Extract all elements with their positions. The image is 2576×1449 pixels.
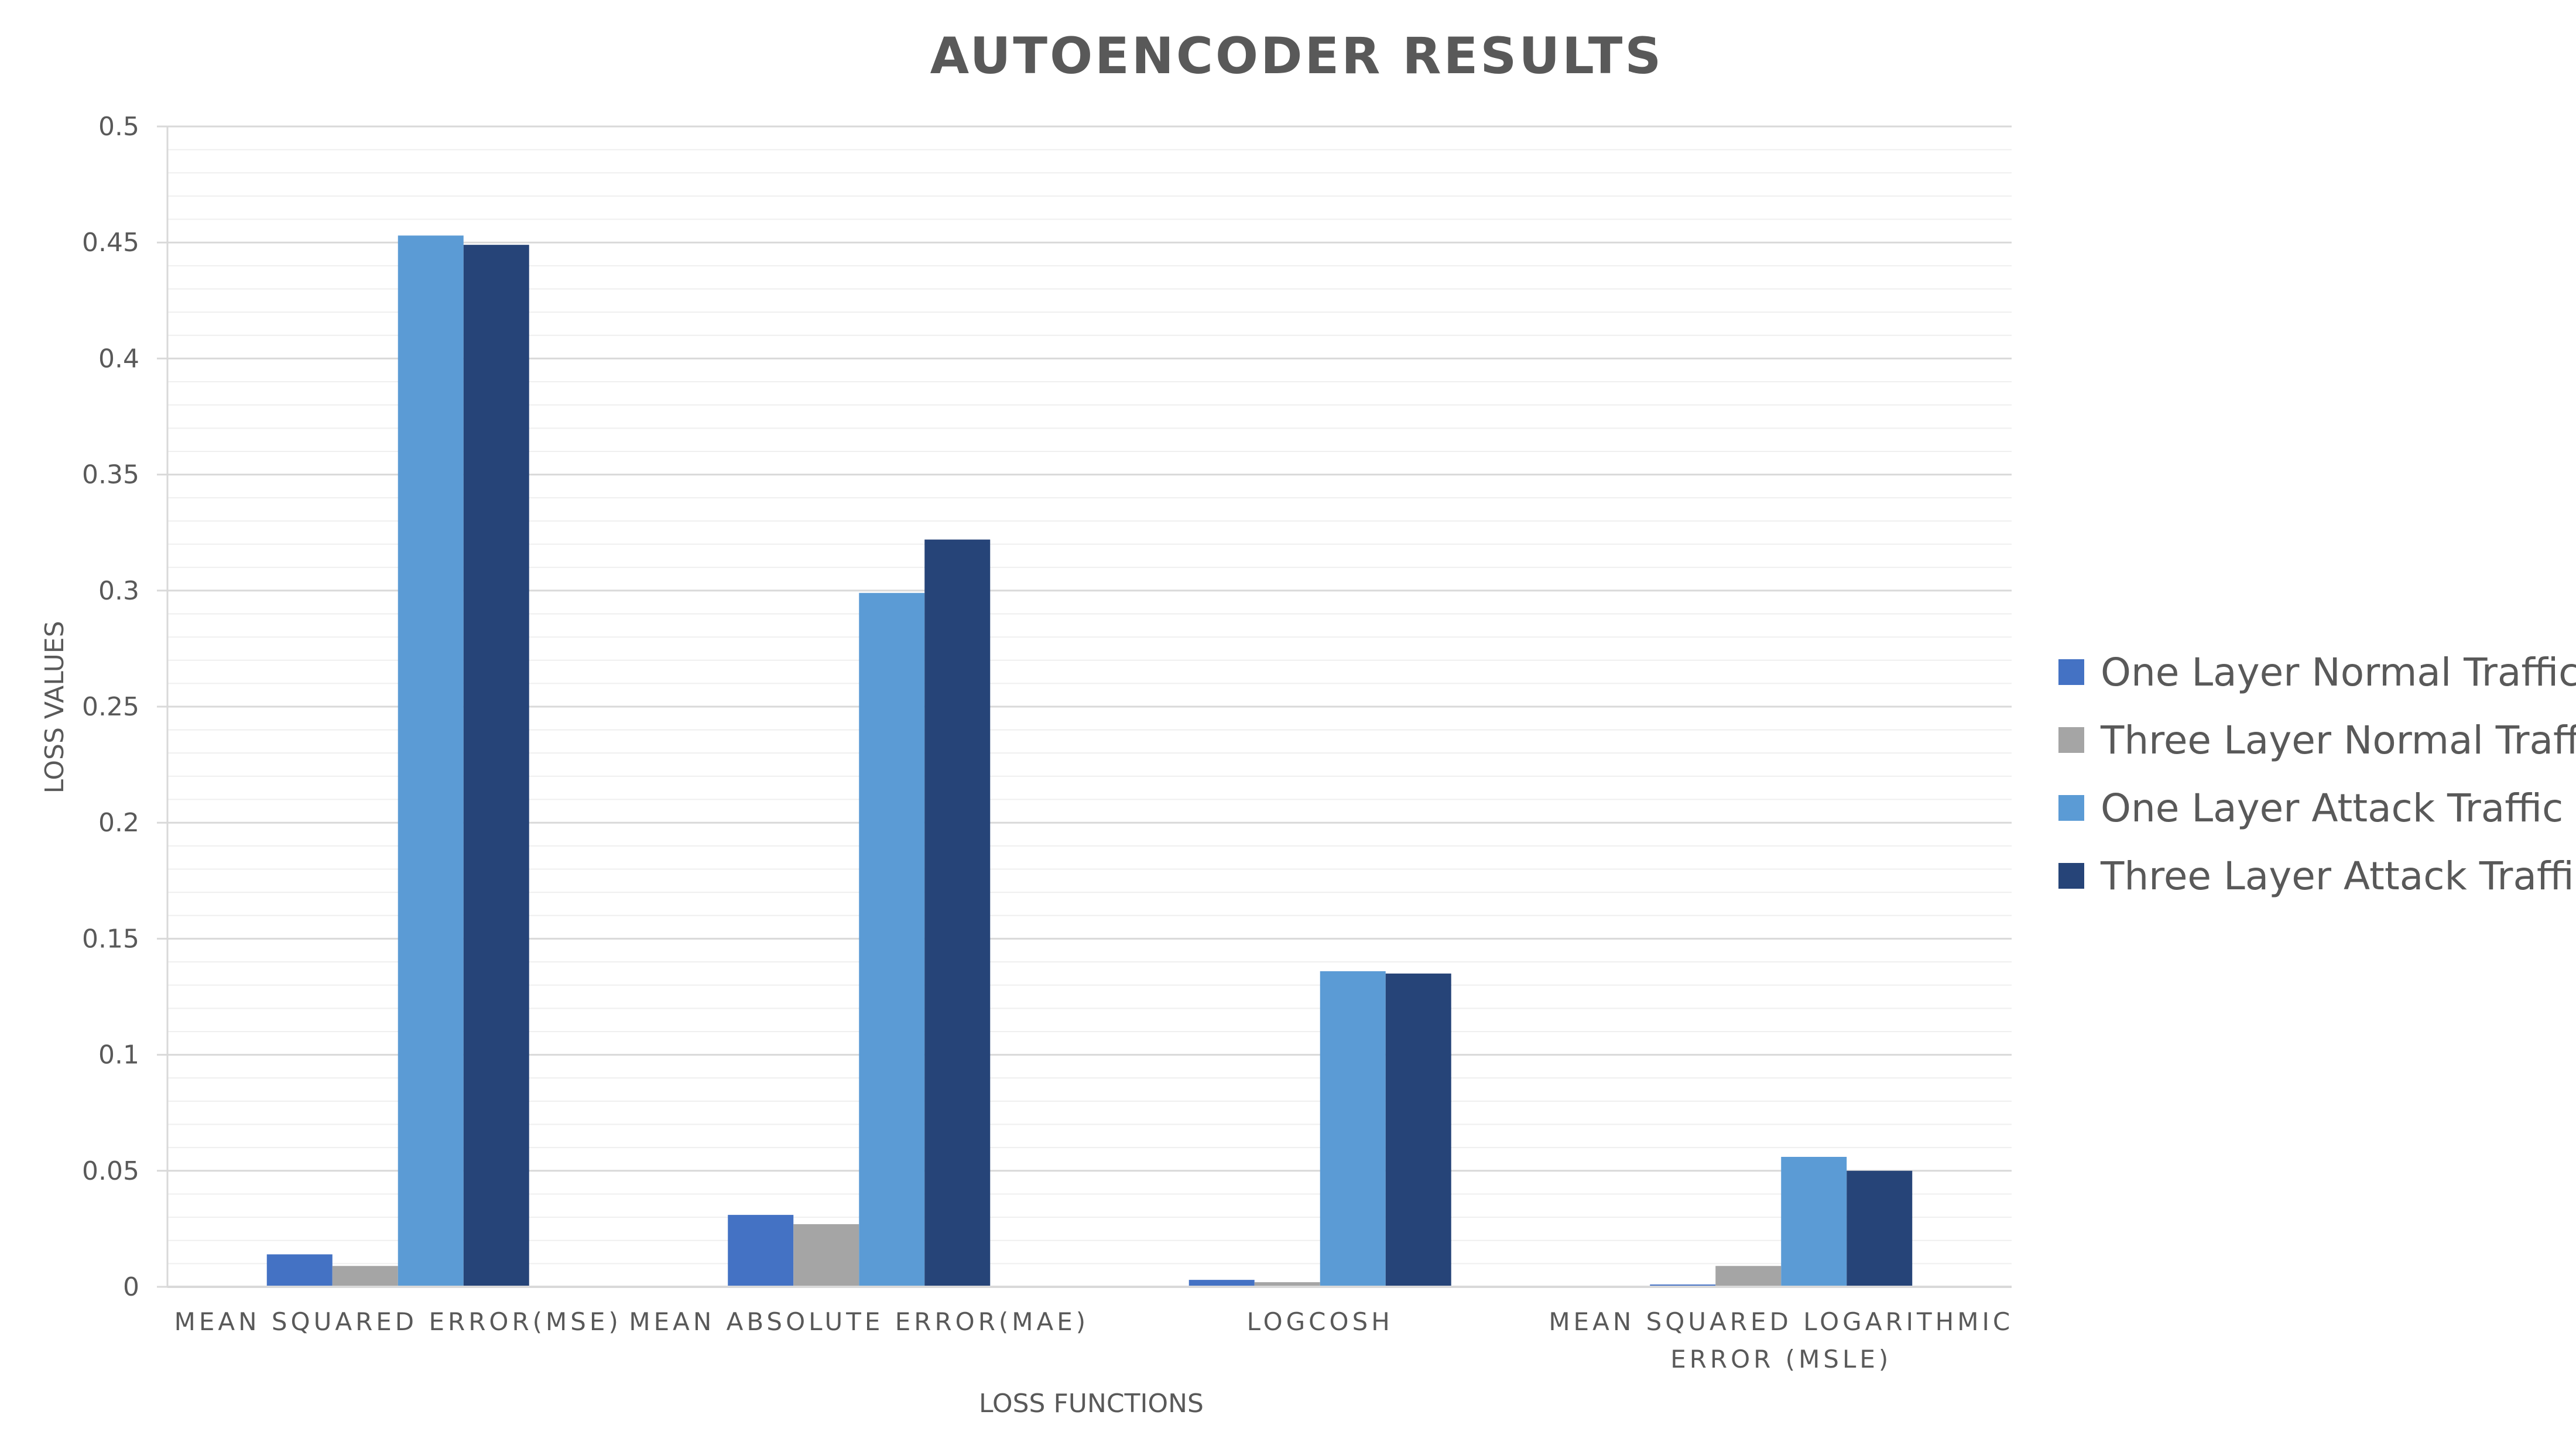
y-tick-label: 0.35: [82, 460, 139, 490]
x-category-label: MEAN SQUARED LOGARITHMIC: [1549, 1307, 2013, 1336]
bar-one-layer-attack-traffic-0: [398, 235, 464, 1287]
y-tick-label: 0.4: [98, 344, 139, 374]
legend-swatch: [2058, 659, 2084, 685]
x-axis-title: LOSS FUNCTIONS: [979, 1389, 1204, 1419]
legend-label: Three Layer Normal Traffic: [2100, 718, 2576, 763]
legend: One Layer Normal Traffic Three Layer Norm…: [2058, 650, 2576, 899]
legend-swatch: [2058, 795, 2084, 821]
y-tick-label: 0.3: [98, 576, 139, 606]
bar-three-layer-attack-traffic-1: [924, 539, 991, 1287]
y-tick-label: 0: [123, 1272, 139, 1302]
legend-label: One Layer Attack Traffic: [2101, 786, 2563, 831]
bar-three-layer-normal-traffic-1: [793, 1224, 859, 1287]
y-tick-label: 0.2: [98, 808, 139, 838]
bar-one-layer-attack-traffic-2: [1320, 971, 1386, 1287]
bar-one-layer-attack-traffic-1: [859, 592, 925, 1287]
x-category-label: ERROR (MSLE): [1670, 1345, 1892, 1373]
x-axis-categories: MEAN SQUARED ERROR(MSE) MEAN ABSOLUTE ERR…: [174, 1307, 2013, 1373]
bar-three-layer-attack-traffic-3: [1847, 1170, 1913, 1287]
bar-one-layer-normal-traffic-2: [1188, 1280, 1255, 1287]
legend-label: One Layer Normal Traffic: [2101, 650, 2576, 695]
chart-title: AUTOENCODER RESULTS: [930, 27, 1664, 85]
bar-three-layer-normal-traffic-2: [1254, 1282, 1320, 1287]
x-category-label: LOGCOSH: [1247, 1307, 1393, 1336]
bar-one-layer-normal-traffic-0: [266, 1254, 333, 1287]
bar-one-layer-attack-traffic-3: [1781, 1157, 1847, 1287]
y-tick-label: 0.25: [82, 692, 139, 722]
bar-three-layer-normal-traffic-0: [332, 1266, 398, 1287]
legend-swatch: [2058, 727, 2084, 753]
y-tick-label: 0.15: [82, 924, 139, 954]
bars: [266, 235, 1913, 1287]
bar-three-layer-normal-traffic-3: [1715, 1266, 1782, 1287]
legend-label: Three Layer Attack Traffic: [2100, 854, 2576, 899]
bar-three-layer-attack-traffic-2: [1385, 973, 1451, 1287]
y-tick-label: 0.45: [82, 228, 139, 258]
y-axis-title: LOSS VALUES: [40, 621, 70, 793]
bar-one-layer-normal-traffic-1: [728, 1215, 794, 1287]
y-axis-ticks: 0 0.05 0.1 0.15 0.2 0.25 0.3 0.35 0.4 0.45 0.5: [82, 112, 167, 1302]
y-tick-label: 0.5: [98, 112, 139, 142]
x-category-label: MEAN SQUARED ERROR(MSE): [174, 1307, 622, 1336]
y-tick-label: 0.1: [98, 1040, 139, 1070]
legend-swatch: [2058, 863, 2084, 889]
x-category-label: MEAN ABSOLUTE ERROR(MAE): [629, 1307, 1089, 1336]
y-tick-label: 0.05: [82, 1156, 139, 1186]
bar-three-layer-attack-traffic-0: [463, 245, 529, 1287]
